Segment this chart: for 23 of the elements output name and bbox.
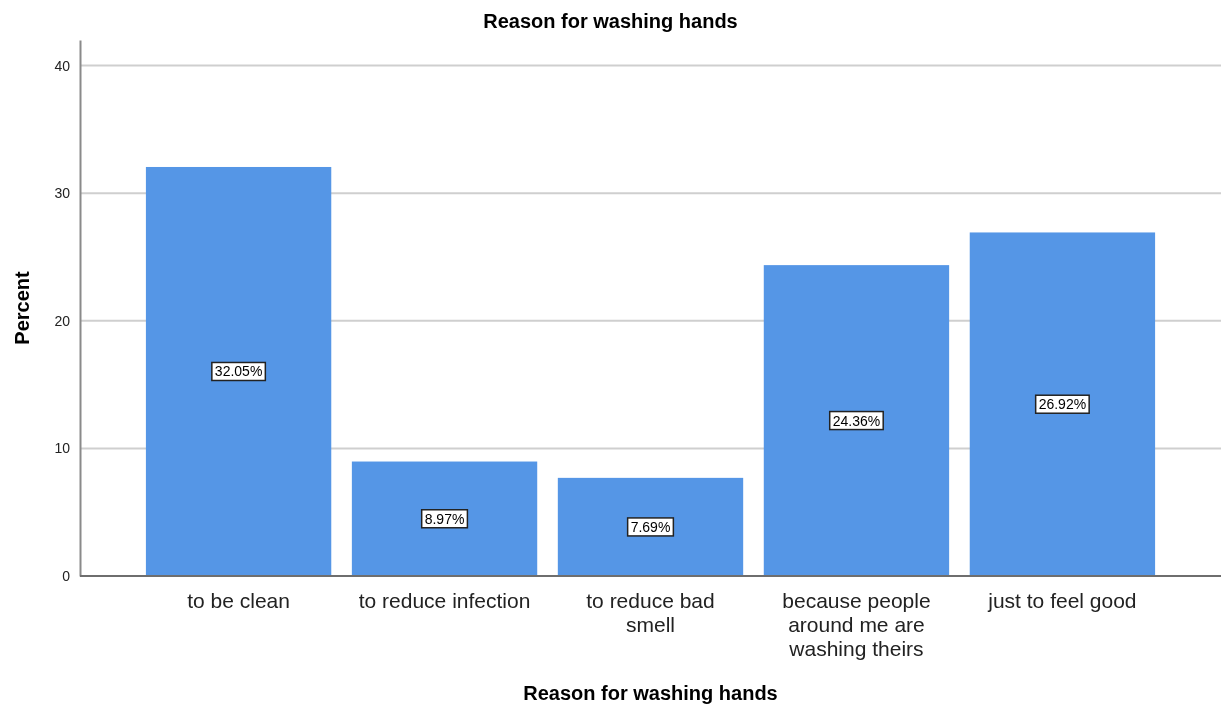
y-tick-label: 10 [54, 440, 71, 457]
x-tick-label: because people around me are washing theirs [782, 589, 931, 660]
bar [351, 461, 538, 576]
y-tick-label: 20 [54, 312, 71, 329]
y-tick-label: 30 [54, 185, 71, 202]
data-label: 8.97% [424, 510, 465, 527]
y-axis-title: Percent [11, 270, 33, 345]
bar [145, 166, 332, 576]
data-label: 32.05% [214, 363, 263, 380]
data-label: 26.92% [1038, 396, 1087, 413]
data-label: 7.69% [630, 518, 671, 535]
x-tick-label: to reduce infection [358, 589, 531, 612]
y-tick-label: 0 [62, 567, 71, 584]
bar [763, 265, 950, 576]
bar [557, 477, 744, 576]
bar [969, 232, 1156, 576]
x-tick-label: to be clean [187, 589, 290, 612]
x-tick-label: just to feel good [987, 589, 1137, 612]
x-axis-title: Reason for washing hands [523, 682, 778, 704]
x-tick-label: to reduce bad smell [586, 589, 715, 636]
chart-title: Reason for washing hands [483, 10, 738, 32]
y-tick-label: 40 [54, 57, 71, 74]
data-label: 24.36% [832, 412, 881, 429]
